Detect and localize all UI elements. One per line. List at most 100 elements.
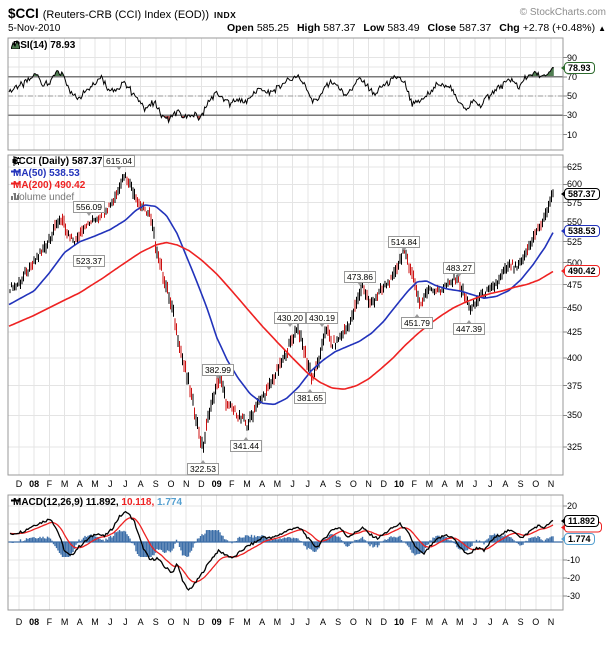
- x-axis-month-label: J: [305, 617, 311, 627]
- price-axis-tick: 375: [567, 380, 583, 391]
- x-axis-month-label: A: [259, 617, 266, 627]
- macd-hist-label: 1.774: [157, 497, 183, 508]
- x-axis-month-label: O: [349, 617, 357, 627]
- x-axis-month-label: A: [137, 479, 144, 489]
- quote-field-value: 587.37: [459, 22, 492, 34]
- x-axis-month-label: D: [380, 479, 388, 489]
- chart-date: 5-Nov-2010: [8, 23, 61, 34]
- ma200-legend-label: MA(200) 490.42: [13, 180, 86, 191]
- annotation-pointer: [456, 273, 462, 277]
- price-annotation: 514.84: [388, 236, 420, 251]
- exchange-label: INDX: [214, 10, 237, 20]
- x-axis-month-label: M: [273, 479, 282, 489]
- rsi-legend: RSI(14) 78.93: [11, 40, 75, 51]
- x-axis-month-label: M: [273, 617, 282, 627]
- quote-field-label: High: [296, 22, 321, 34]
- x-axis-month-label: 10: [393, 479, 404, 489]
- x-axis-month-label: A: [502, 479, 509, 489]
- macd-legend-label: MACD(12,26,9) 11.892,: [13, 497, 119, 508]
- price-axis-tick: 425: [567, 327, 583, 338]
- annotation-pointer: [200, 460, 206, 464]
- price-annotation: 430.19: [306, 312, 338, 327]
- ma50-legend-label: MA(50) 538.53: [13, 168, 80, 179]
- x-axis-month-label: 08: [29, 479, 40, 489]
- x-axis-month-label: A: [502, 617, 509, 627]
- x-axis-month-label: J: [123, 617, 128, 627]
- x-axis-month-label: J: [290, 617, 295, 627]
- ohlc-quote-row: Open 585.25 High 587.37 Low 583.49 Close 587.37…: [219, 22, 606, 34]
- x-axis-month-label: J: [123, 479, 128, 489]
- value-box-arrow: [561, 524, 565, 530]
- price-annotation: 451.79: [401, 314, 433, 329]
- x-axis-month-label: O: [167, 479, 175, 489]
- x-axis-month-label: A: [76, 479, 83, 489]
- annotation-pointer: [357, 282, 363, 286]
- x-axis-month-label: F: [229, 617, 235, 627]
- ma200-legend: MA(200) 490.42: [11, 180, 85, 191]
- current-value-box: 11.892: [561, 515, 600, 527]
- price-annotation: 483.27: [443, 262, 475, 277]
- price-axis-tick: 500: [567, 257, 583, 268]
- instrument-name: (Reuters-CRB (CCI) Index (EOD)): [42, 9, 210, 21]
- rsi-axis-tick: 50: [567, 91, 578, 101]
- x-axis-month-label: J: [487, 617, 493, 627]
- x-axis-month-label: J: [290, 479, 295, 489]
- price-annotation: 382.99: [202, 364, 234, 379]
- price-annotation: 447.39: [453, 320, 485, 335]
- rsi-legend-label: RSI(14) 78.93: [13, 40, 76, 51]
- x-axis-month-label: O: [532, 617, 540, 627]
- price-annotation: 430.20: [274, 312, 306, 327]
- macd-axis-tick: -10: [567, 555, 581, 565]
- x-axis-month-label: J: [487, 479, 493, 489]
- rsi-axis-tick: 30: [567, 110, 578, 121]
- x-axis-month-label: M: [456, 617, 464, 627]
- rsi-axis-tick: 70: [567, 71, 578, 82]
- x-axis-month-label: F: [411, 617, 417, 627]
- value-box-arrow: [561, 536, 565, 542]
- quote-field-label: Chg: [499, 22, 520, 34]
- x-axis-month-label: S: [335, 479, 342, 489]
- macd-signal-label: 10.118,: [121, 497, 155, 508]
- x-axis-month-label: A: [441, 617, 448, 627]
- x-axis-month-label: S: [152, 479, 159, 489]
- x-axis-month-label: 09: [211, 617, 222, 627]
- current-value-box: 490.42: [561, 265, 600, 277]
- price-annotation: 556.09: [73, 201, 105, 216]
- x-axis-month-label: F: [411, 479, 417, 489]
- volume-legend: Volume undef: [11, 192, 74, 203]
- price-annotation: 473.86: [344, 271, 376, 286]
- cci-legend: $CCI (Daily) 587.37: [11, 156, 103, 167]
- x-axis-month-label: A: [76, 617, 83, 627]
- price-axis-tick: 475: [567, 279, 583, 290]
- x-axis-month-label: A: [319, 617, 326, 627]
- x-axis-month-label: N: [365, 617, 372, 627]
- x-axis-month-label: S: [517, 479, 524, 489]
- x-axis-month-label: N: [182, 479, 190, 489]
- price-axis-tick: 550: [567, 216, 583, 227]
- x-axis-month-label: A: [441, 479, 448, 489]
- macd-legend: MACD(12,26,9) 11.892, 10.118, 1.774: [11, 497, 182, 508]
- x-axis-month-label: S: [335, 617, 342, 627]
- x-axis-month-label: J: [472, 617, 478, 627]
- price-axis-tick: 525: [567, 236, 583, 247]
- price-axis-tick: 625: [567, 162, 583, 172]
- x-axis-month-label: D: [198, 617, 205, 627]
- x-axis-month-label: J: [305, 479, 311, 489]
- x-axis-month-label: M: [243, 479, 251, 489]
- annotation-pointer: [243, 437, 249, 441]
- x-axis-month-label: D: [380, 617, 388, 627]
- quote-field-value: 587.37: [323, 22, 356, 34]
- macd-axis-tick: -30: [567, 591, 581, 601]
- x-axis-month-label: S: [152, 617, 159, 627]
- x-axis-month-label: J: [107, 479, 113, 489]
- x-axis-month-label: A: [259, 479, 266, 489]
- x-axis-month-label: N: [547, 617, 555, 627]
- x-axis-month-label: S: [517, 617, 524, 627]
- value-box-arrow: [561, 518, 565, 524]
- quote-field-label: Close: [427, 22, 457, 34]
- price-axis-tick: 600: [567, 179, 583, 190]
- x-axis-month-label: O: [167, 617, 175, 627]
- x-axis-month-label: N: [182, 617, 190, 627]
- macd-axis-tick: -20: [567, 573, 581, 583]
- x-axis-month-label: M: [60, 617, 69, 627]
